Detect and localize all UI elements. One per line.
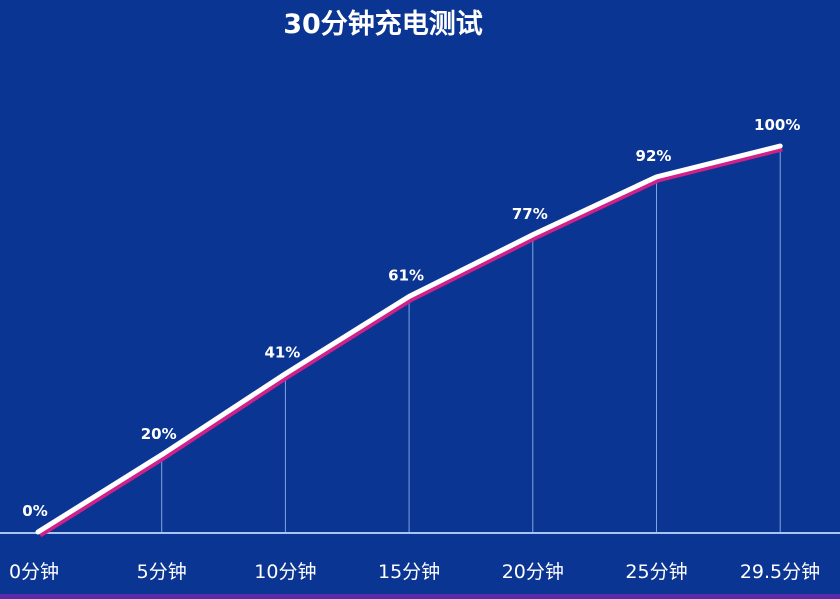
data-label: 100% [754, 116, 800, 134]
data-label: 77% [512, 205, 548, 223]
data-label: 61% [388, 267, 424, 285]
x-tick-label: 25分钟 [625, 561, 687, 583]
data-label: 92% [636, 147, 672, 165]
data-label: 41% [264, 344, 300, 362]
series-line-shadow [38, 146, 783, 538]
x-tick-label: 0分钟 [9, 561, 59, 583]
x-tick-label: 20分钟 [502, 561, 564, 583]
x-tick-label: 10分钟 [254, 561, 316, 583]
data-label: 20% [141, 425, 177, 443]
chart-title: 30分钟充电测试 [283, 8, 483, 40]
bottom-strip [0, 594, 840, 599]
x-tick-label: 29.5分钟 [740, 561, 820, 583]
x-tick-label: 5分钟 [137, 561, 187, 583]
data-label: 0% [22, 502, 47, 520]
x-tick-label: 15分钟 [378, 561, 440, 583]
